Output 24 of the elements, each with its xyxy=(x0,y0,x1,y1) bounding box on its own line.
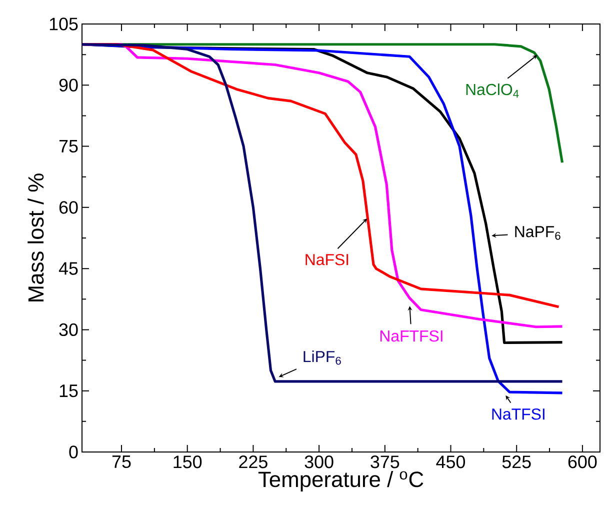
x-tick-label: 450 xyxy=(436,456,466,468)
x-tick-label: 525 xyxy=(502,456,531,468)
x-tick-label: 75 xyxy=(112,456,131,468)
annotation: NaPF$_{6}$ xyxy=(515,226,560,240)
annotation: LiPF$_{6}$ xyxy=(304,350,341,365)
annotation: NaFSI xyxy=(306,254,348,266)
x-tick-label: 600 xyxy=(568,456,597,468)
x-tick-label: 150 xyxy=(174,456,202,468)
y-tick-label: 75 xyxy=(59,140,78,153)
y-tick-label: 105 xyxy=(50,18,78,30)
x-tick-label: 300 xyxy=(304,456,334,468)
annotation: NaClO$_{4}$ xyxy=(466,83,519,98)
y-tick-label: 45 xyxy=(58,262,78,275)
annotation: NaTFSI xyxy=(492,408,544,420)
y-axis-title: Mass lost / % xyxy=(28,174,44,302)
y-tick-label: 15 xyxy=(60,384,78,398)
y-tick-label: 0 xyxy=(69,446,78,458)
x-tick-label: 375 xyxy=(370,456,400,468)
y-tick-label: 30 xyxy=(59,323,78,336)
x-axis-title: Temperature / $^{o}$C xyxy=(258,471,424,492)
y-tick-label: 60 xyxy=(59,201,78,214)
annotation: NaFTFSI xyxy=(380,330,442,342)
x-tick-label: 225 xyxy=(239,456,268,468)
y-tick-label: 90 xyxy=(59,78,78,92)
